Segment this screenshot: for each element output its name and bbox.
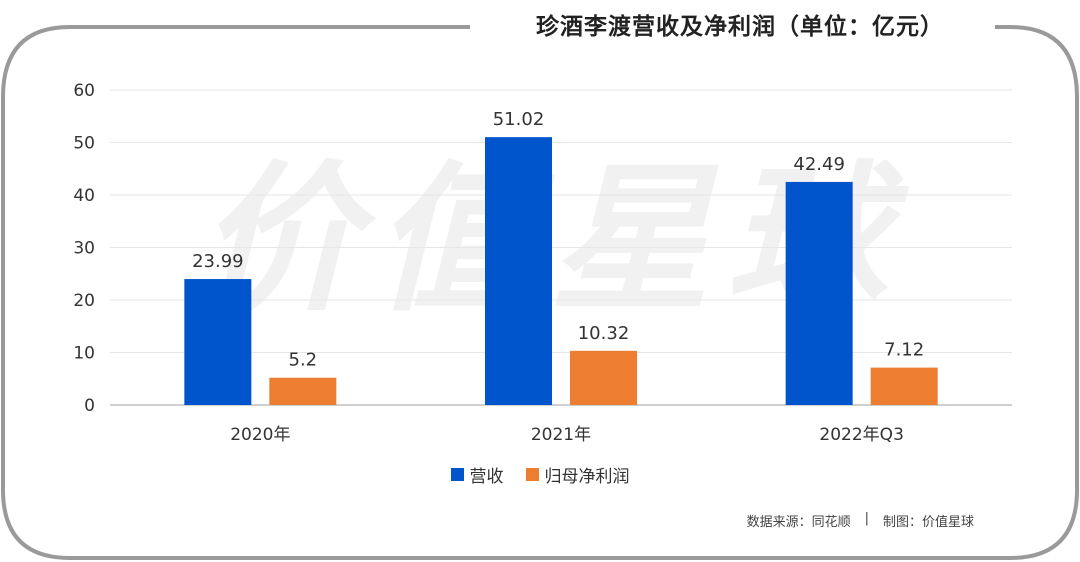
data-label-profit: 7.12 [884,340,924,361]
data-label-profit: 10.32 [578,323,630,344]
y-tick-label: 30 [73,239,95,259]
data-label-revenue: 23.99 [192,251,244,272]
credit-text: 制图：价值星球 [882,515,974,530]
y-tick-label: 40 [73,186,95,206]
legend: 营收 归母净利润 [0,462,1080,487]
bar-profit [269,377,337,405]
y-tick-label: 20 [73,291,95,311]
legend-label-profit: 归母净利润 [544,467,630,487]
x-tick-label: 2022年Q3 [819,425,903,445]
bar-revenue [485,137,552,405]
y-tick-label: 50 [73,134,95,154]
y-tick-label: 60 [73,81,95,101]
data-label-revenue: 42.49 [793,154,845,175]
data-label-profit: 5.2 [289,350,318,371]
legend-item-profit: 归母净利润 [525,462,630,487]
legend-label-revenue: 营收 [469,467,504,487]
bar-profit [870,367,938,405]
x-tick-label: 2021年 [531,425,591,445]
data-label-revenue: 51.02 [493,109,545,130]
footer-source: 数据来源：同花顺 | 制图：价值星球 [747,511,974,530]
legend-swatch-revenue [450,468,464,481]
bar-revenue [184,279,252,405]
bar-revenue [785,181,853,405]
legend-item-revenue: 营收 [450,462,504,487]
x-tick-label: 2020年 [230,425,290,445]
bar-profit [570,350,637,405]
source-text: 数据来源：同花顺 [746,515,851,530]
footer-separator: | [864,511,869,526]
legend-swatch-profit [525,468,539,481]
chart-title: 珍酒李渡营收及净利润（单位：亿元） [485,4,995,44]
y-tick-label: 0 [84,396,95,416]
y-tick-label: 10 [73,344,95,364]
